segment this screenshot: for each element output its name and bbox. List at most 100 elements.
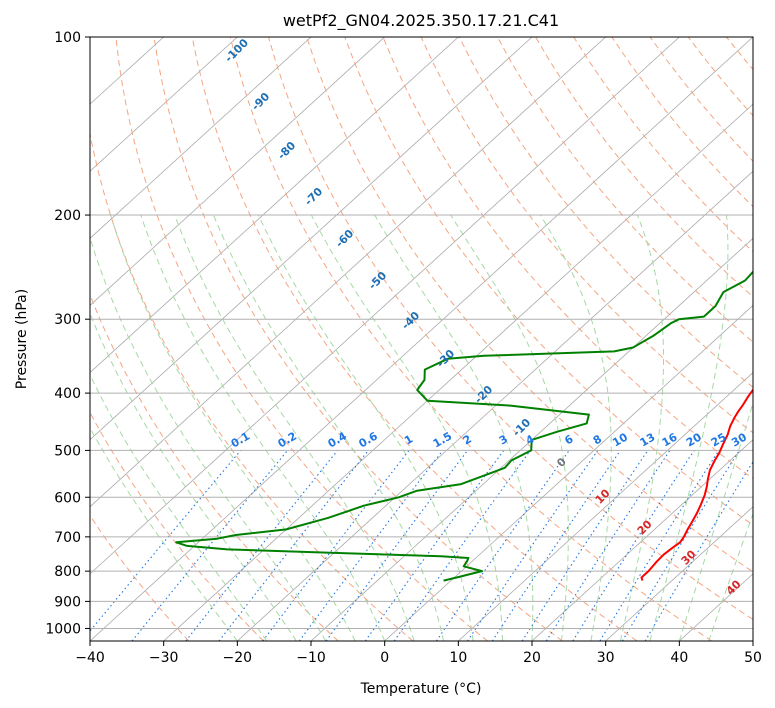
dry-adiabat-label: 20	[635, 517, 655, 537]
isotherm-label: -60	[333, 227, 356, 250]
isotherm-line	[237, 170, 753, 641]
mixing-ratio-line	[599, 450, 720, 641]
chart-title: wetPf2_GN04.2025.350.17.21.C41	[283, 11, 559, 31]
y-tick-label: 300	[54, 312, 81, 328]
isotherm-line	[90, 37, 312, 239]
mixing-ratio-label: 1	[402, 432, 415, 447]
isotherm-line	[384, 304, 753, 641]
dry-adiabat-line	[229, 37, 712, 641]
moist-adiabat-line	[649, 214, 729, 641]
isotherm-line	[163, 103, 753, 641]
x-tick-label: 30	[597, 650, 615, 666]
mixing-ratio-label: 3	[497, 432, 510, 447]
moist-adiabat-line	[539, 214, 612, 641]
y-axis-title: Pressure (hPa)	[14, 289, 30, 389]
y-tick-label: 500	[54, 443, 81, 459]
dry-adiabat-line	[420, 37, 753, 434]
isotherm-line	[90, 37, 606, 508]
mixing-ratio-line	[218, 450, 369, 641]
moist-adiabat-line	[90, 426, 238, 641]
x-tick-label: −40	[75, 650, 105, 666]
mixing-ratio-label: 1.5	[431, 429, 454, 450]
mixing-ratio-label: 2	[461, 432, 474, 447]
dry-adiabat-line	[90, 411, 264, 641]
dry-adiabat-line	[268, 37, 753, 621]
isotherm-line	[752, 640, 753, 641]
mixing-ratio-label: 0.4	[326, 429, 350, 450]
mixing-ratio-label: 25	[709, 431, 729, 450]
mixing-ratio-line	[90, 450, 242, 632]
dry-adiabat-line	[496, 37, 753, 343]
isotherm-label: 0	[554, 455, 569, 470]
isotherm-line	[458, 372, 753, 641]
x-tick-label: −20	[223, 650, 253, 666]
mixing-ratio-label: 20	[684, 430, 704, 449]
y-tick-label: 700	[54, 530, 81, 546]
isotherm-label: -50	[366, 269, 389, 292]
mixing-ratio-label: 8	[591, 432, 604, 447]
moist-adiabat-line	[90, 236, 327, 641]
background-lines	[90, 37, 775, 641]
y-tick-label: 900	[54, 594, 81, 610]
dry-adiabat-line	[687, 37, 753, 117]
y-axis: 100 200 300 400 500 600 700 800 900 1000	[45, 30, 90, 637]
mixing-ratio-line	[185, 450, 339, 641]
mixing-ratio-label: 13	[638, 431, 658, 450]
isotherm-line	[531, 439, 753, 641]
x-tick-label: −30	[149, 650, 179, 666]
series-layer	[175, 270, 753, 582]
y-tick-label: 1000	[45, 621, 81, 637]
dry-adiabat-line	[344, 37, 753, 526]
plot-frame	[89, 36, 754, 642]
mixing-ratio-line	[521, 450, 649, 641]
dry-adiabat-line	[726, 37, 753, 71]
isotherm-line	[90, 37, 385, 306]
mixing-ratio-line	[435, 450, 570, 641]
isotherm-line	[310, 237, 753, 641]
moist-adiabat-line	[90, 373, 268, 641]
x-tick-label: −10	[296, 650, 326, 666]
dry-adiabat-line	[90, 514, 190, 641]
isotherm-label: -70	[302, 185, 325, 208]
temperature-profile-line	[640, 388, 753, 581]
dry-adiabat-label: 40	[724, 577, 744, 597]
moist-adiabat-line	[90, 312, 297, 641]
mixing-ratio-label: 16	[660, 430, 680, 449]
moist-adiabat-line	[708, 512, 753, 641]
y-tick-label: 800	[54, 564, 81, 580]
mixing-ratio-line	[621, 450, 740, 641]
isotherm-line	[90, 37, 459, 374]
y-tick-label: 600	[54, 490, 81, 506]
mixing-ratio-line	[393, 450, 531, 641]
mixing-ratio-line	[572, 450, 695, 641]
mixing-ratio-line	[467, 450, 599, 641]
moist-adiabat-line	[450, 214, 569, 641]
isotherm-label: -100	[222, 36, 251, 65]
moist-adiabat-line	[257, 214, 474, 641]
x-axis: −40 −30 −20 −10 0 10 20 30 40 50	[75, 641, 762, 666]
x-tick-label: 50	[744, 650, 762, 666]
y-tick-label: 400	[54, 386, 81, 402]
x-axis-title: Temperature (°C)	[360, 681, 482, 697]
moist-adiabat-line	[213, 214, 445, 641]
mixing-ratio-line	[644, 460, 753, 641]
isotherm-line	[90, 37, 680, 575]
isotherm-label: -90	[249, 90, 272, 113]
mixing-ratio-line	[262, 450, 410, 641]
dry-adiabat-line	[153, 37, 563, 641]
moist-adiabat-line	[619, 214, 664, 641]
dry-adiabat-line	[306, 37, 753, 573]
mixing-ratio-label: 6	[562, 432, 575, 447]
isotherm-label: -80	[275, 139, 298, 162]
mixing-ratio-line	[364, 450, 505, 641]
moist-adiabat-line	[110, 214, 356, 641]
dry-adiabat-line	[611, 37, 753, 208]
dry-adiabat-line	[90, 293, 339, 641]
dry-adiabat-line	[765, 37, 775, 641]
mixing-ratio-line	[491, 450, 621, 641]
dry-adiabat-line	[115, 37, 488, 641]
line-labels: -100-90-80-70-60-50-40-30-20-10010203040…	[222, 36, 749, 598]
x-tick-label: 10	[449, 650, 467, 666]
dry-adiabat-label: 30	[679, 547, 699, 567]
